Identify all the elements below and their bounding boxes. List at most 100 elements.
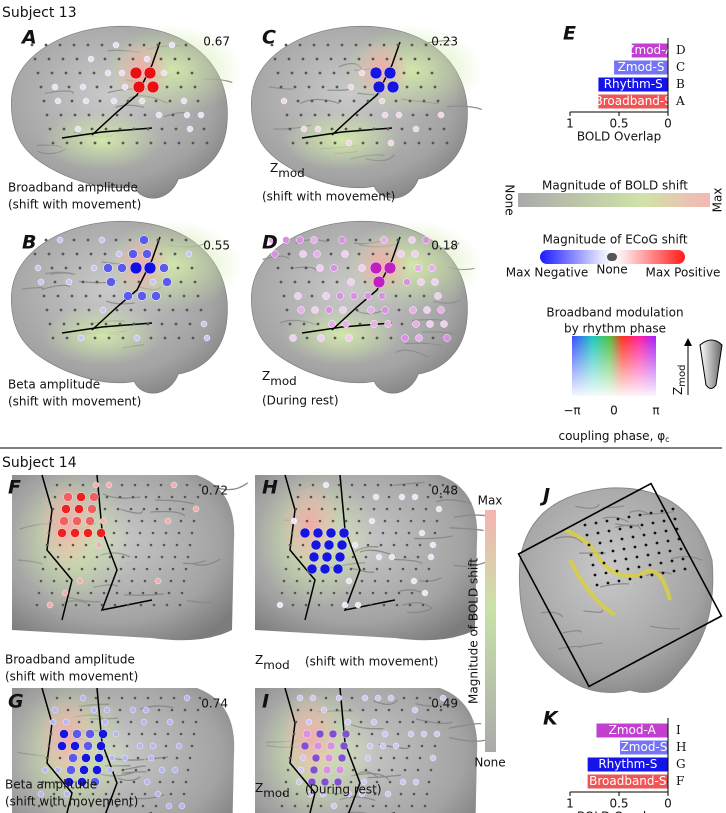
gyrus [186,599,213,604]
electrode [198,696,202,700]
gyrus [401,602,432,609]
electrode [299,754,307,762]
electrode [197,111,205,119]
panel-caption: (shift with movement) [262,190,395,204]
electrode [330,603,334,607]
electrode [297,306,305,314]
electrode [96,741,106,751]
panel-letter: K [543,708,559,730]
electrode [628,577,632,581]
electrode [381,306,389,314]
electrode [87,504,97,514]
electrode [146,127,150,131]
electrode [41,780,45,784]
electrode [355,308,359,312]
gyrus [600,583,630,588]
electrode [171,780,175,784]
electrode [357,57,361,61]
electrode [332,591,336,595]
electrode [304,71,308,75]
electrode [412,125,420,133]
electrode [98,236,106,244]
electrode [155,111,163,119]
electrode [316,264,324,272]
electrode [372,80,386,94]
electrode [115,591,119,595]
electrode [425,579,429,583]
colorbar-negative: Max Negative [506,266,588,280]
gyrus [575,503,600,509]
electrode [76,804,80,808]
electrode [378,97,386,105]
electrode [128,249,138,259]
electrode [280,804,284,808]
electrode [670,559,674,563]
electrode [54,567,58,571]
electrode [115,804,119,808]
electrode [316,322,320,326]
electrode [429,754,437,762]
electrode [174,127,178,131]
sulcus [339,474,396,612]
electrode [286,768,290,772]
electrode [411,250,419,258]
electrode [276,601,284,609]
electrode [408,99,412,103]
electrode [381,111,389,119]
gyrus [44,271,76,275]
electrode [293,280,297,284]
symbol-text: Zmod [255,781,290,800]
electrode [399,57,403,61]
electrode [373,792,377,796]
bar-label: Zmod-A [609,723,657,737]
electrode [129,308,133,312]
electrode [431,141,435,145]
electrode [191,336,195,340]
electrode [659,561,663,565]
electrode [307,777,317,787]
electrode [154,804,158,808]
electrode [30,238,34,242]
electrode [48,322,52,326]
electrode [359,720,363,724]
electrode [661,571,665,575]
electrode [132,567,136,571]
electrode [352,99,356,103]
electrode [159,263,169,273]
electrode [43,555,47,559]
gyrus [49,272,73,276]
electrode [348,495,352,499]
electrode [422,519,426,523]
electrode [370,718,378,726]
electrode [403,141,407,145]
electrode [71,543,75,547]
electrode [358,790,366,798]
electrode [279,280,283,284]
electrode [405,756,409,760]
electrode [58,543,62,547]
electrode [326,43,330,47]
electrode [105,481,113,489]
electrode [106,277,116,287]
electrode [137,280,141,284]
electrode [44,238,48,242]
electrode [123,543,127,547]
electrode [284,567,288,571]
electrode [415,696,419,700]
electrode [98,99,102,103]
electrode [293,85,297,89]
electrode [321,280,325,284]
electrode [410,43,414,47]
electrode [304,266,308,270]
electrode [410,591,414,595]
electrode [95,555,99,559]
electrode [61,603,65,607]
overlap-value: 0.55 [203,239,230,253]
electrode [397,308,401,312]
electrode [140,519,144,523]
gyrus [183,560,207,565]
phase-tick: 0 [610,404,618,418]
electrode [63,804,67,808]
gyrus [192,558,221,566]
electrode [202,127,206,131]
